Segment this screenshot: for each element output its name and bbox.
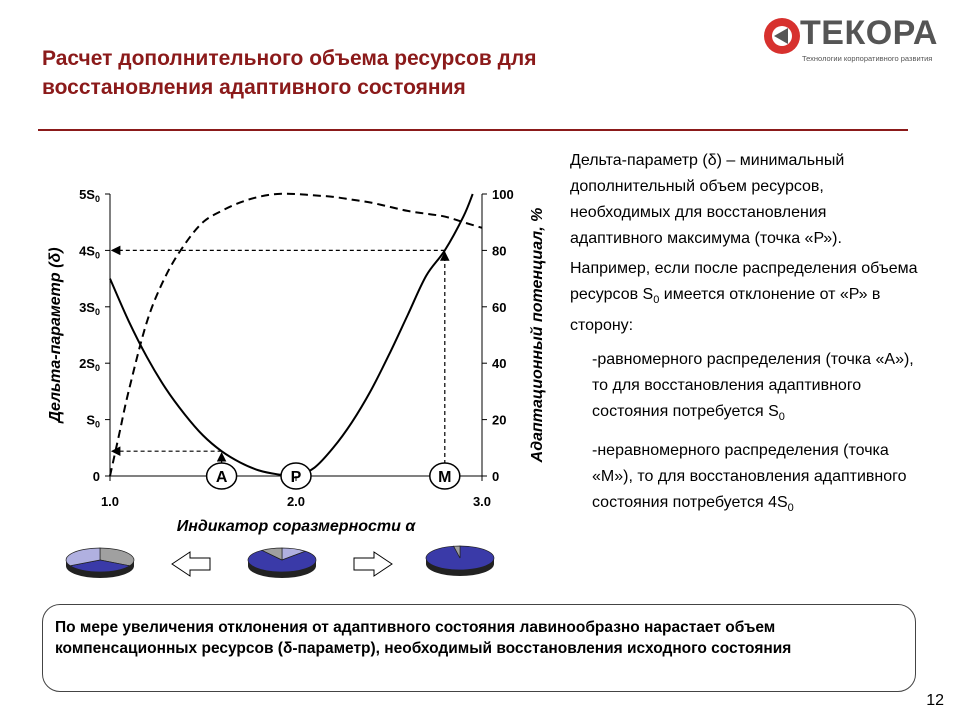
explanation-text: Дельта-параметр (δ) – минимальный дополн… bbox=[570, 148, 920, 522]
y-right-tick-label: 0 bbox=[492, 469, 499, 484]
definition-text: Дельта-параметр (δ) – минимальный дополн… bbox=[570, 152, 845, 247]
pie-uneven-icon bbox=[425, 545, 495, 576]
left-arrow-icon bbox=[171, 551, 211, 577]
adaptive-potential-curve bbox=[109, 192, 483, 477]
y-axis-left-title: Дельта-параметр (δ) bbox=[47, 247, 64, 424]
y-left-tick-label: 4S0 bbox=[79, 243, 100, 260]
x-tick-label: 3.0 bbox=[473, 494, 491, 509]
title-divider bbox=[38, 129, 908, 131]
company-logo: ТЕКОРА Технологии корпоративного развити… bbox=[760, 12, 950, 72]
conclusion-text: По мере увеличения отклонения от адаптив… bbox=[55, 619, 792, 657]
logo-mark-icon bbox=[764, 18, 800, 54]
y-right-tick-label: 100 bbox=[492, 187, 514, 202]
right-arrow-icon bbox=[353, 551, 393, 577]
y-right-tick-label: 20 bbox=[492, 413, 506, 428]
conclusion-box: По мере увеличения отклонения от адаптив… bbox=[42, 604, 916, 692]
point-label-m: M bbox=[438, 469, 451, 486]
pie-uniform-icon bbox=[65, 547, 135, 578]
y-left-tick-label: 5S0 bbox=[79, 187, 100, 204]
x-tick-label: 2.0 bbox=[287, 494, 305, 509]
y-right-tick-label: 80 bbox=[492, 243, 506, 258]
point-marker-m bbox=[429, 462, 461, 490]
y-left-tick-label: S0 bbox=[86, 413, 100, 430]
page-number: 12 bbox=[926, 692, 944, 709]
point-marker-a bbox=[205, 462, 238, 490]
y-axis-right-title: Адаптационный потенциал, % bbox=[529, 208, 546, 464]
y-left-tick-label: 2S0 bbox=[79, 356, 100, 373]
x-tick-label: 1.0 bbox=[101, 494, 119, 509]
case-a-text: -равномерного распределения (точка «А»),… bbox=[592, 351, 914, 424]
y-left-tick-label: 3S0 bbox=[79, 300, 100, 317]
point-label-a: A bbox=[216, 469, 228, 486]
delta-curve bbox=[109, 193, 474, 478]
y-right-tick-label: 40 bbox=[492, 356, 506, 371]
y-left-tick-label: 0 bbox=[93, 469, 100, 484]
logo-tagline: Технологии корпоративного развития bbox=[802, 54, 933, 63]
case-m-text: -неравномерного распределения (точка «М»… bbox=[592, 442, 907, 515]
logo-name: ТЕКОРА bbox=[800, 14, 938, 52]
x-axis-title: Индикатор соразмерности α bbox=[177, 518, 417, 535]
slide-title: Расчет дополнительного объема ресурсов д… bbox=[42, 47, 537, 99]
y-right-tick-label: 60 bbox=[492, 300, 506, 315]
pie-adaptive-icon bbox=[247, 547, 317, 578]
example-intro-text: Например, если после распределения объем… bbox=[570, 260, 918, 335]
